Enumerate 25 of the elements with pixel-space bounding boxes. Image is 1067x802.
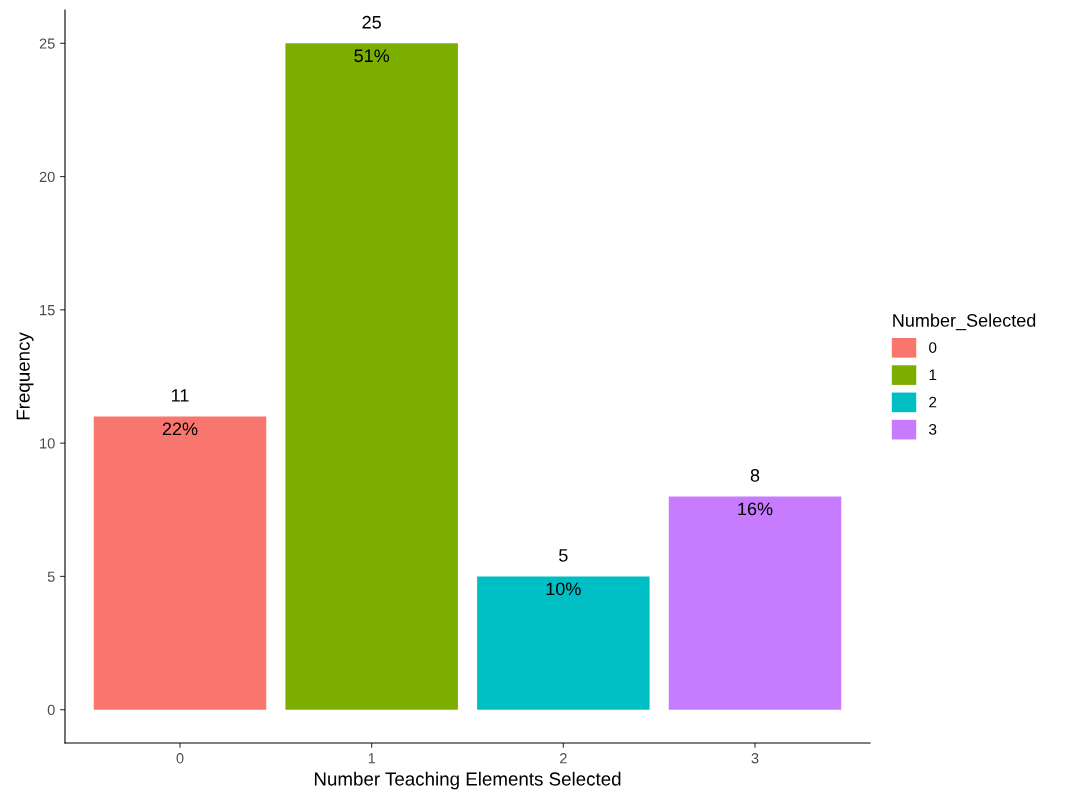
y-axis-title: Frequency — [16, 332, 34, 420]
x-axis-title: Number Teaching Elements Selected — [314, 771, 621, 790]
x-tick-label: 3 — [751, 753, 759, 764]
annotation: 22% — [162, 422, 198, 436]
y-tick-label: 25 — [39, 38, 55, 49]
y-tick-label: 15 — [40, 305, 55, 316]
data-label: 5 — [559, 549, 568, 562]
data-label: 11 — [172, 389, 189, 402]
legend-label: 1 — [929, 369, 937, 381]
legend-label: 2 — [929, 396, 937, 408]
x-tick-label: 1 — [368, 753, 376, 764]
x-tick-label: 0 — [176, 753, 184, 764]
legend-title: Number_Selected — [893, 313, 1036, 331]
data-label: 25 — [362, 15, 381, 29]
y-tick-label: 10 — [40, 438, 55, 449]
y-tick-label: 20 — [39, 171, 55, 183]
x-tick-label: 2 — [560, 753, 567, 764]
annotation: 16% — [738, 502, 773, 516]
data-label: 8 — [750, 468, 760, 482]
legend-label: 3 — [929, 423, 937, 435]
legend-label: 0 — [929, 342, 937, 353]
y-tick-label: 0 — [47, 704, 55, 716]
annotation: 51% — [354, 49, 390, 63]
annotation: 10% — [546, 582, 581, 596]
y-tick-label: 5 — [47, 571, 55, 582]
